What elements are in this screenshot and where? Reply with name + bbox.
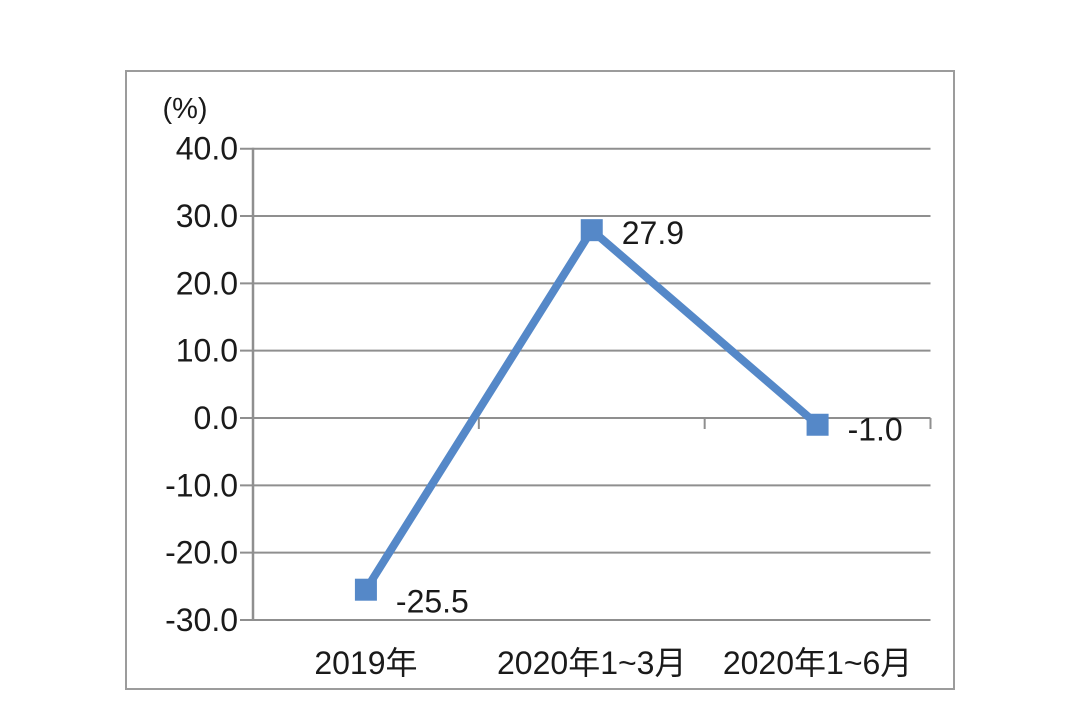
y-axis-unit-label: (%)	[162, 93, 208, 125]
x-category-label: 2020年1~6月	[723, 645, 912, 681]
y-tick-label: 0.0	[194, 400, 238, 436]
y-tick-label: 30.0	[176, 198, 238, 234]
y-tick-label: 20.0	[176, 265, 238, 301]
x-category-label: 2019年	[314, 645, 417, 681]
data-point-marker	[354, 578, 377, 601]
y-tick-label: -20.0	[165, 535, 238, 571]
y-tick-label: -10.0	[165, 467, 238, 503]
x-category-label: 2020年1~3月	[497, 645, 686, 681]
chart-border	[125, 70, 955, 690]
data-label: -25.5	[396, 584, 469, 620]
y-tick-label: 10.0	[176, 333, 238, 369]
data-point-marker	[580, 219, 603, 242]
y-tick-label: 40.0	[176, 131, 238, 167]
y-tick-label: -30.0	[165, 602, 238, 638]
data-point-marker	[806, 413, 829, 436]
data-label: 27.9	[622, 215, 684, 251]
data-label: -1.0	[848, 412, 903, 448]
